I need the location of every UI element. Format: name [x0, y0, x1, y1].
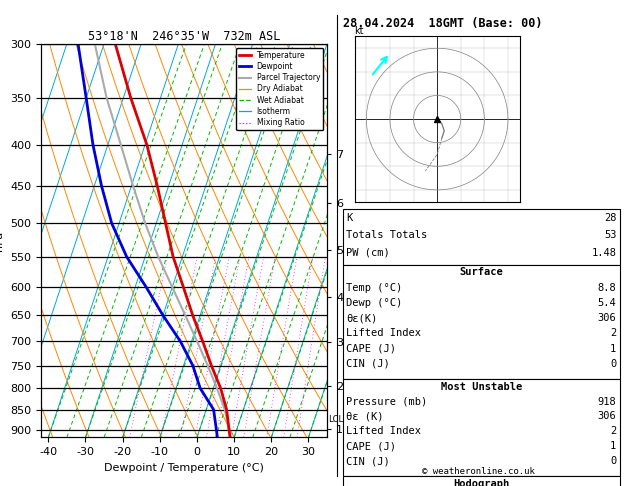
Text: 5.4: 5.4: [598, 298, 616, 308]
Text: Lifted Index: Lifted Index: [346, 426, 421, 436]
Text: 3: 3: [179, 441, 183, 447]
Text: 0: 0: [610, 456, 616, 467]
Text: 5: 5: [204, 441, 209, 447]
Text: Temp (°C): Temp (°C): [346, 283, 402, 293]
Text: 4: 4: [193, 441, 197, 447]
X-axis label: Dewpoint / Temperature (°C): Dewpoint / Temperature (°C): [104, 463, 264, 473]
Title: 53°18'N  246°35'W  732m ASL: 53°18'N 246°35'W 732m ASL: [88, 30, 280, 43]
Text: 918: 918: [598, 397, 616, 406]
Text: 10: 10: [239, 441, 248, 447]
Text: CAPE (J): CAPE (J): [346, 441, 396, 451]
Text: CIN (J): CIN (J): [346, 359, 390, 369]
Text: 15: 15: [262, 441, 271, 447]
Text: Lifted Index: Lifted Index: [346, 329, 421, 338]
Text: Hodograph: Hodograph: [453, 479, 509, 486]
Y-axis label: hPa: hPa: [0, 230, 4, 251]
Text: θε (K): θε (K): [346, 412, 384, 421]
Text: 306: 306: [598, 313, 616, 323]
Text: LCL: LCL: [328, 415, 343, 424]
Text: 2: 2: [610, 329, 616, 338]
Text: Dewp (°C): Dewp (°C): [346, 298, 402, 308]
Text: Surface: Surface: [459, 267, 503, 278]
Text: 2: 2: [159, 441, 164, 447]
Text: 1: 1: [610, 344, 616, 354]
Text: Pressure (mb): Pressure (mb): [346, 397, 427, 406]
Text: 2: 2: [610, 426, 616, 436]
Text: kt: kt: [355, 26, 364, 36]
Text: 20: 20: [279, 441, 288, 447]
Text: 8.8: 8.8: [598, 283, 616, 293]
Text: CIN (J): CIN (J): [346, 456, 390, 467]
Text: 1.48: 1.48: [591, 248, 616, 258]
Text: 28: 28: [604, 213, 616, 223]
Text: θε(K): θε(K): [346, 313, 377, 323]
Text: 306: 306: [598, 412, 616, 421]
Text: © weatheronline.co.uk: © weatheronline.co.uk: [421, 467, 535, 476]
Text: 28.04.2024  18GMT (Base: 00): 28.04.2024 18GMT (Base: 00): [343, 17, 542, 30]
Text: 1: 1: [128, 441, 132, 447]
Text: CAPE (J): CAPE (J): [346, 344, 396, 354]
Legend: Temperature, Dewpoint, Parcel Trajectory, Dry Adiabat, Wet Adiabat, Isotherm, Mi: Temperature, Dewpoint, Parcel Trajectory…: [236, 48, 323, 130]
Text: 53: 53: [604, 230, 616, 240]
Text: 6: 6: [214, 441, 218, 447]
Text: Most Unstable: Most Unstable: [440, 382, 522, 392]
Text: 8: 8: [229, 441, 234, 447]
Text: PW (cm): PW (cm): [346, 248, 390, 258]
Y-axis label: km
ASL: km ASL: [359, 230, 377, 251]
Text: 1: 1: [610, 441, 616, 451]
Text: 0: 0: [610, 359, 616, 369]
Text: Totals Totals: Totals Totals: [346, 230, 427, 240]
Text: 25: 25: [292, 441, 301, 447]
Text: K: K: [346, 213, 352, 223]
